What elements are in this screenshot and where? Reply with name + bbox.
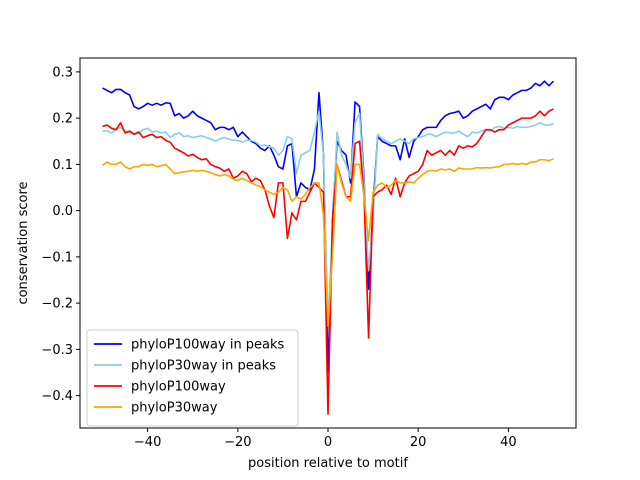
y-axis-label: conservation score: [16, 181, 31, 304]
legend-box: [86, 329, 299, 427]
legend-label-2: phyloP100way: [131, 380, 226, 395]
x-axis-label: position relative to motif: [248, 456, 408, 471]
series-line-0: [102, 80, 555, 374]
x-axis: −40 −20 0 20 40: [134, 428, 517, 450]
x-tick-label: 40: [500, 435, 517, 450]
series-line-3: [102, 158, 554, 328]
y-tick-label: 0.3: [52, 65, 73, 80]
y-tick-label: 0.2: [52, 112, 73, 127]
y-tick-label: 0.1: [52, 158, 73, 173]
series-lines: [102, 80, 555, 415]
x-tick-label: −20: [224, 435, 251, 450]
y-tick-label: −0.3: [41, 343, 73, 358]
y-axis: −0.4 −0.3 −0.2 −0.1 0.0 0.1 0.2 0.3: [41, 65, 80, 404]
legend-label-0: phyloP100way in peaks: [131, 338, 285, 353]
y-tick-label: −0.2: [41, 297, 73, 312]
y-tick-label: −0.4: [41, 389, 73, 404]
y-tick-label: −0.1: [41, 250, 73, 265]
x-tick-label: −40: [134, 435, 161, 450]
legend-label-3: phyloP30way: [131, 401, 218, 416]
x-tick-label: 20: [410, 435, 427, 450]
legend: phyloP100way in peaks phyloP30way in peak…: [86, 329, 299, 427]
series-line-2: [102, 108, 554, 415]
legend-label-1: phyloP30way in peaks: [131, 359, 276, 374]
y-tick-label: 0.0: [52, 204, 73, 219]
x-tick-label: 0: [324, 435, 332, 450]
